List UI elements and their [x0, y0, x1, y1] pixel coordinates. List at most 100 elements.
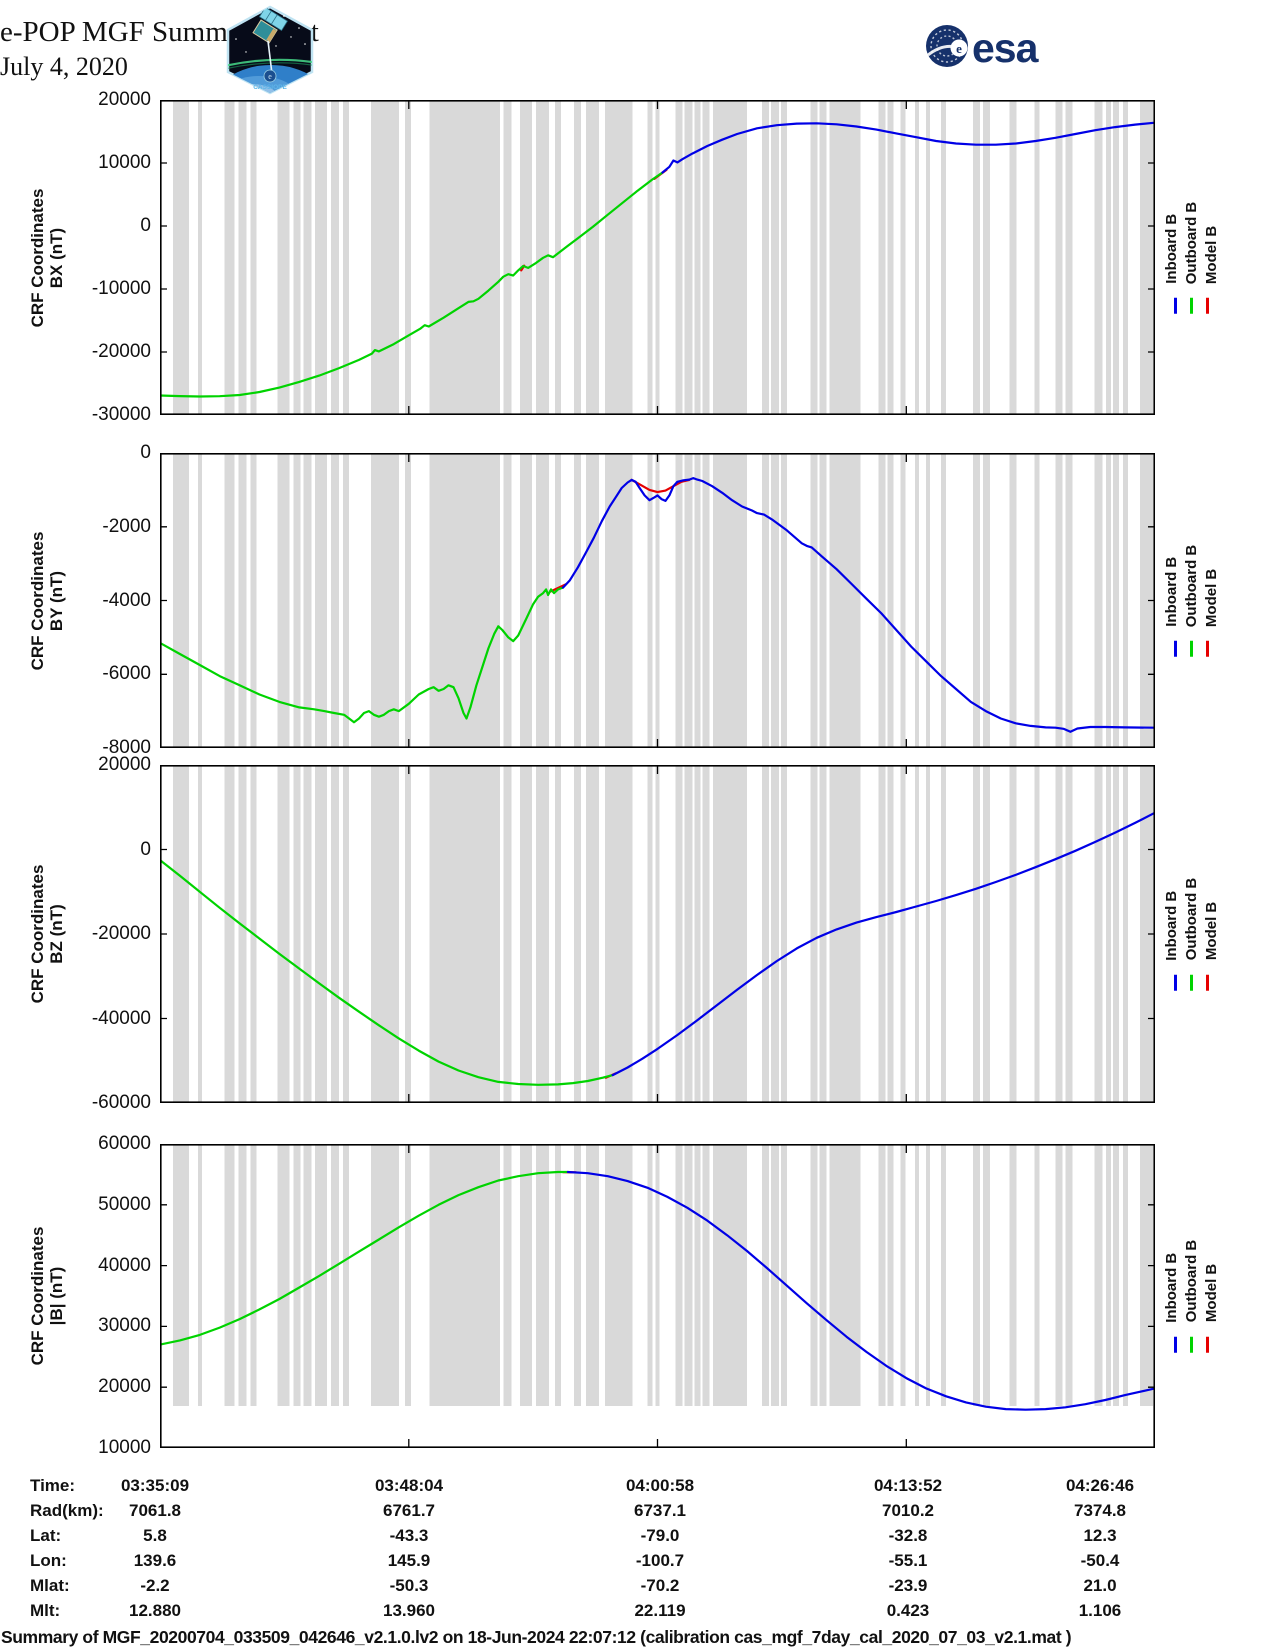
table-cell: 13.960 [383, 1601, 435, 1620]
y-tick-label: 30000 [98, 1315, 151, 1337]
y-axis-label-line1: CRF Coordinates [28, 1226, 47, 1366]
legend-labels: Inboard B Outboard B Model B [1162, 878, 1221, 961]
plot-bx [160, 100, 1155, 415]
series-outboard-b [160, 1170, 569, 1346]
legend-label-inboard-b: Inboard B [1163, 1252, 1180, 1323]
legend-by: Inboard B Outboard B Model B [1162, 544, 1221, 657]
legend-labels: Inboard B Outboard B Model B [1162, 544, 1221, 627]
y-axis-label-bmag: CRF Coordinates |B| (nT) [28, 1126, 66, 1466]
axis-tick-marks [160, 765, 1155, 1103]
table-cell: -70.2 [640, 1576, 680, 1595]
y-tick-label: 20000 [98, 89, 151, 110]
svg-text:e: e [268, 72, 272, 81]
y-tick-label: 20000 [98, 754, 151, 775]
series-inboard-b [566, 1170, 1155, 1411]
axes-box [160, 1144, 1155, 1448]
table-cell: 145.9 [387, 1551, 431, 1570]
plot-bmag [160, 1144, 1155, 1448]
y-tick-label: 60000 [98, 1133, 151, 1154]
y-tick-label: 50000 [98, 1193, 151, 1215]
y-axis-label-line2: BX (nT) [47, 227, 66, 288]
legend-label-outboard-b: Outboard B [1183, 1239, 1200, 1323]
legend-swatch-outboard [1190, 974, 1193, 991]
y-axis-label-line1: CRF Coordinates [28, 188, 47, 327]
legend-swatch-outboard [1190, 1336, 1193, 1353]
legend-swatch-inboard [1174, 1336, 1177, 1353]
table-row-label: Lon: [30, 1551, 67, 1570]
data-gap-bands [172, 100, 1153, 415]
y-tick-label: 0 [140, 442, 151, 463]
table-cell: 04:13:52 [873, 1476, 943, 1495]
legend-label-outboard-b: Outboard B [1183, 544, 1200, 627]
table-cell: 12.880 [129, 1601, 181, 1620]
table-cell: 7061.8 [129, 1501, 181, 1520]
legend-swatch-inboard [1174, 974, 1177, 991]
legend-swatch-model [1206, 297, 1209, 314]
y-tick-label: -10000 [91, 278, 151, 299]
table-cell: 1.106 [1078, 1601, 1122, 1620]
table-cell: 22.119 [634, 1601, 686, 1620]
table-cell: -43.3 [389, 1526, 429, 1545]
table-cell: 21.0 [1083, 1576, 1117, 1595]
table-cell: 6761.7 [383, 1501, 435, 1520]
y-tick-label: -6000 [102, 663, 151, 685]
y-tick-label: -8000 [102, 737, 151, 758]
y-tick-label: -30000 [91, 404, 151, 425]
table-row-label: Mlat: [30, 1576, 70, 1595]
table-cell: -100.7 [635, 1551, 685, 1570]
axes-box [160, 453, 1155, 748]
legend-label-model-b: Model B [1203, 225, 1220, 284]
table-cell: 139.6 [133, 1551, 177, 1570]
table-cell: 03:35:09 [120, 1476, 190, 1495]
series-inboard-b [561, 477, 1155, 733]
table-row-label: Mlt: [30, 1601, 61, 1620]
legend-labels: Inboard B Outboard B Model B [1162, 1240, 1221, 1323]
axis-tick-marks [160, 453, 1155, 748]
y-tick-label: -4000 [102, 589, 151, 611]
y-axis-label-bx: CRF Coordinates BX (nT) [28, 88, 66, 428]
svg-text:e: e [956, 41, 962, 56]
y-tick-label: -40000 [91, 1007, 151, 1029]
page-subtitle-wrap: July 4, 2020 [0, 52, 128, 82]
legend-label-model-b: Model B [1203, 1263, 1220, 1323]
plot-by [160, 453, 1155, 748]
legend-swatches [1174, 297, 1209, 314]
legend-label-inboard-b: Inboard B [1163, 556, 1180, 627]
table-cell: 5.8 [143, 1526, 167, 1545]
table-cell: 6737.1 [634, 1501, 686, 1520]
table-cell: 04:00:58 [625, 1476, 695, 1495]
data-gap-bands [172, 765, 1153, 1103]
plot-bz [160, 765, 1155, 1103]
summary-footnote: Summary of MGF_20200704_033509_042646_v2… [1, 1627, 1072, 1647]
axes-box [160, 765, 1155, 1103]
y-axis-label-line2: |B| (nT) [47, 1266, 66, 1326]
legend-labels: Inboard B Outboard B Model B [1162, 201, 1221, 284]
legend-swatch-model [1206, 640, 1209, 657]
table-cell: -50.3 [389, 1576, 429, 1595]
legend-bz: Inboard B Outboard B Model B [1162, 878, 1221, 991]
table-cell: -2.2 [140, 1576, 170, 1595]
y-tick-label: -2000 [102, 515, 151, 537]
y-tick-label: 20000 [98, 1376, 151, 1398]
y-tick-label: -20000 [91, 923, 151, 944]
legend-swatch-inboard [1174, 640, 1177, 657]
data-gap-bands [172, 453, 1153, 748]
cassiope-mission-patch-icon: e CASSIOPE [226, 5, 314, 95]
table-cell: 04:26:46 [1065, 1476, 1135, 1495]
legend-swatch-model [1206, 974, 1209, 991]
legend-swatches [1174, 974, 1209, 991]
series-inboard-b [611, 811, 1155, 1077]
cassiope-patch-label: CASSIOPE [253, 84, 287, 91]
legend-bmag: Inboard B Outboard B Model B [1162, 1240, 1221, 1353]
legend-label-inboard-b: Inboard B [1163, 213, 1180, 284]
legend-label-outboard-b: Outboard B [1183, 201, 1200, 284]
legend-swatch-model [1206, 1336, 1209, 1353]
series-outboard-b [160, 171, 664, 398]
panel-bmag: CRF Coordinates |B| (nT) 60000 50000 40000 3… [0, 1133, 1275, 1458]
y-tick-label: 10000 [98, 1437, 151, 1458]
table-cell: 0.423 [886, 1601, 930, 1620]
table-cell: -79.0 [640, 1526, 680, 1545]
y-tick-label: 0 [140, 838, 151, 860]
legend-swatch-outboard [1190, 297, 1193, 314]
axis-tick-marks [160, 100, 1155, 415]
